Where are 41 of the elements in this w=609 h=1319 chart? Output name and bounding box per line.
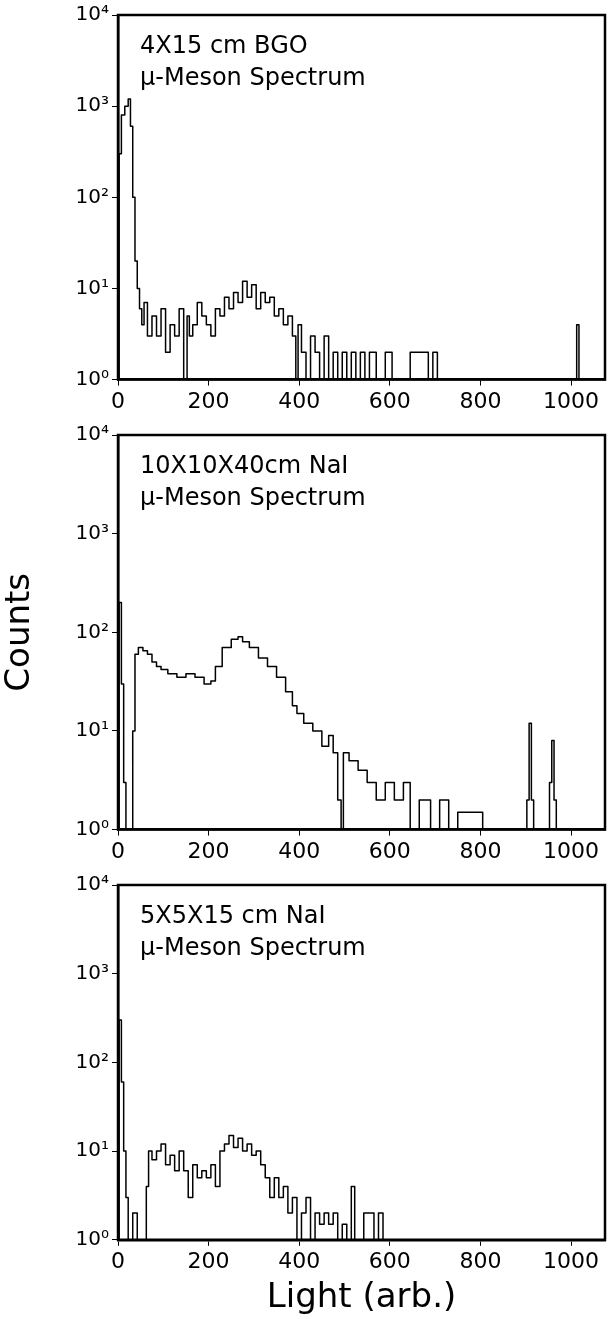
y-tick-label: 10² bbox=[75, 183, 109, 208]
y-tick-label: 10⁰ bbox=[75, 815, 109, 840]
x-tick-label: 600 bbox=[368, 387, 411, 413]
x-tick-label: 400 bbox=[278, 387, 321, 413]
y-axis-title: Counts bbox=[0, 572, 38, 692]
text: 10X10X40cm NaI bbox=[140, 451, 349, 480]
y-tick-label: 10⁰ bbox=[75, 365, 109, 390]
x-tick-label: 400 bbox=[278, 837, 321, 863]
x-tick-label: 1000 bbox=[543, 387, 600, 413]
x-tick-label: 200 bbox=[187, 837, 230, 863]
y-tick-label: 10¹ bbox=[75, 717, 109, 742]
x-tick-label: 200 bbox=[187, 387, 230, 413]
y-tick-label: 10⁴ bbox=[75, 871, 109, 896]
x-tick-label: 0 bbox=[111, 1247, 125, 1273]
x-tick-label: 1000 bbox=[543, 837, 600, 863]
x-axis-title: Light (arb.) bbox=[266, 1275, 457, 1316]
x-tick-label: 800 bbox=[459, 837, 502, 863]
x-tick-label: 800 bbox=[459, 1247, 502, 1273]
y-tick-label: 10⁴ bbox=[75, 1, 109, 26]
text: 4X15 cm BGO bbox=[140, 31, 308, 60]
x-tick-label: 1000 bbox=[543, 1247, 600, 1273]
x-tick-label: 0 bbox=[111, 837, 125, 863]
x-tick-label: 400 bbox=[278, 1247, 321, 1273]
y-tick-label: 10⁴ bbox=[75, 421, 109, 446]
y-tick-label: 10⁰ bbox=[75, 1226, 109, 1250]
x-tick-label: 800 bbox=[459, 387, 502, 413]
x-tick-label: 200 bbox=[187, 1247, 230, 1273]
y-tick-label: 10¹ bbox=[75, 274, 109, 299]
x-tick-label: 600 bbox=[368, 1247, 411, 1273]
y-tick-label: 10³ bbox=[75, 519, 109, 544]
y-tick-label: 10² bbox=[75, 1048, 109, 1073]
text: 5X5X15 cm NaI bbox=[140, 901, 326, 930]
y-tick-label: 10³ bbox=[75, 92, 109, 117]
x-tick-label: 0 bbox=[111, 387, 125, 413]
x-tick-label: 600 bbox=[368, 837, 411, 863]
text: μ-Meson Spectrum bbox=[140, 483, 366, 512]
y-tick-label: 10³ bbox=[75, 959, 109, 984]
y-tick-label: 10¹ bbox=[75, 1137, 109, 1162]
text: μ-Meson Spectrum bbox=[140, 933, 366, 962]
text: μ-Meson Spectrum bbox=[140, 63, 366, 92]
y-tick-label: 10² bbox=[75, 618, 109, 643]
